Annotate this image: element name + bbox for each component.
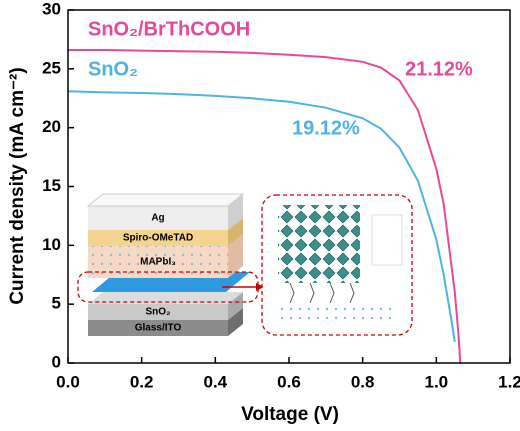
y-tick-label: 20 <box>42 117 61 136</box>
plot-frame <box>67 9 511 364</box>
layer-top <box>88 292 243 304</box>
y-tick-label: 5 <box>52 294 61 313</box>
layer-side <box>228 218 243 246</box>
sno2-lattice <box>274 306 394 320</box>
x-tick-label: 0.6 <box>277 372 301 391</box>
device-inset: Ag Spiro-OMeTAD MAPbI₃ SnO₂ Glass/ITO <box>77 193 413 336</box>
x-tick-label: 0.0 <box>56 372 80 391</box>
layer-side <box>228 234 243 278</box>
y-tick-label: 30 <box>42 0 61 18</box>
perovskite-lattice <box>278 205 360 283</box>
layer-label: Ag <box>151 213 164 224</box>
annotation: 21.12% <box>405 58 473 80</box>
arrow-head <box>256 283 264 291</box>
y-tick-label: 10 <box>42 235 61 254</box>
structure-key <box>371 214 403 266</box>
legend-entry: SnO₂ <box>88 58 138 80</box>
series-line <box>67 90 456 342</box>
x-axis-title: Voltage (V) <box>241 404 339 425</box>
molecules <box>289 282 355 304</box>
layer-side <box>228 308 243 336</box>
layer-label: Glass/ITO <box>135 323 182 334</box>
y-tick-label: 0 <box>52 352 61 371</box>
y-axis-title: Current density (mA cm⁻²) <box>7 67 28 304</box>
legend-entry: SnO₂/BrThCOOH <box>88 18 250 40</box>
layer-perovskite-dots <box>88 246 228 278</box>
y-tick-label: 25 <box>42 58 61 77</box>
x-tick-label: 0.2 <box>130 372 154 391</box>
layer-label: SnO₂ <box>146 307 171 318</box>
layer-spiro <box>88 230 228 246</box>
x-tick-label: 1.2 <box>498 372 520 391</box>
layer-glass <box>88 320 228 336</box>
x-tick-label: 1.0 <box>425 372 449 391</box>
layer-ag <box>88 206 228 230</box>
layer-label: Spiro-OMeTAD <box>123 233 193 244</box>
highlight-box <box>77 271 259 303</box>
x-tick-label: 0.8 <box>351 372 375 391</box>
layer-sno2 <box>88 304 228 320</box>
layer-label: MAPbI₃ <box>140 257 176 268</box>
layer-side <box>228 292 243 320</box>
y-tick-label: 15 <box>42 176 61 195</box>
series-line <box>68 49 462 364</box>
x-tick-label: 0.4 <box>204 372 228 391</box>
annotation: 19.12% <box>292 117 360 139</box>
layer-top <box>86 193 245 207</box>
